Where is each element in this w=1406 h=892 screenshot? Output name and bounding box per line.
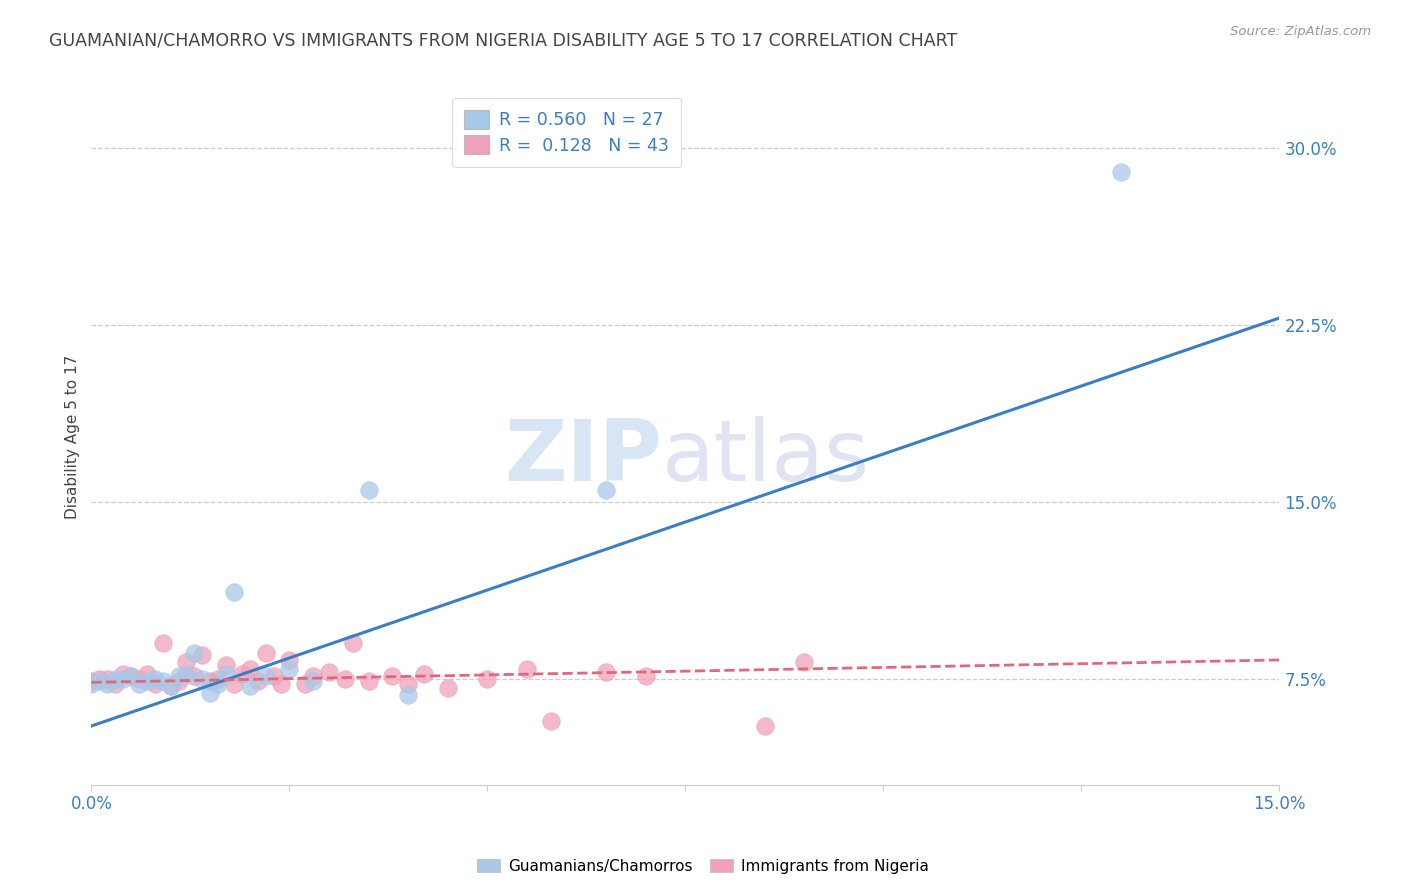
Point [396,689,419,703]
Point [357,483,380,497]
Point [207,672,229,686]
Point [112,672,135,686]
Text: GUAMANIAN/CHAMORRO VS IMMIGRANTS FROM NIGERIA DISABILITY AGE 5 TO 17 CORRELATION: GUAMANIAN/CHAMORRO VS IMMIGRANTS FROM NI… [49,31,957,49]
Legend: R = 0.560   N = 27, R =  0.128   N = 43: R = 0.560 N = 27, R = 0.128 N = 43 [453,98,681,167]
Point [595,483,617,497]
Y-axis label: Disability Age 5 to 17: Disability Age 5 to 17 [65,355,80,519]
Point [477,672,499,686]
Point [246,674,269,689]
Point [167,674,190,689]
Point [104,672,127,686]
Point [357,674,380,689]
Point [152,674,174,689]
Point [595,665,617,679]
Point [793,656,815,670]
Text: ZIP: ZIP [503,417,662,500]
Point [516,662,538,676]
Point [342,636,364,650]
Point [333,672,356,686]
Point [89,672,111,686]
Point [436,681,458,696]
Point [96,672,118,686]
Point [207,676,229,690]
Point [396,676,419,690]
Point [215,667,238,681]
Point [89,674,111,689]
Point [754,719,776,733]
Legend: Guamanians/Chamorros, Immigrants from Nigeria: Guamanians/Chamorros, Immigrants from Ni… [471,853,935,880]
Text: atlas: atlas [662,417,870,500]
Point [222,676,245,690]
Point [159,679,181,693]
Point [176,656,198,670]
Point [302,674,325,689]
Point [239,679,262,693]
Point [263,669,285,683]
Text: Source: ZipAtlas.com: Source: ZipAtlas.com [1230,25,1371,38]
Point [120,669,142,683]
Point [191,648,214,663]
Point [294,676,316,690]
Point [183,669,205,683]
Point [215,657,238,672]
Point [80,676,103,690]
Point [120,669,142,683]
Point [128,676,150,690]
Point [167,669,190,683]
Point [413,667,436,681]
Point [634,669,657,683]
Point [278,653,301,667]
Point [135,667,157,681]
Point [200,686,222,700]
Point [80,674,103,689]
Point [254,646,277,660]
Point [112,667,135,681]
Point [159,679,181,693]
Point [318,665,340,679]
Point [278,662,301,676]
Point [143,676,166,690]
Point [200,674,222,689]
Point [1109,165,1132,179]
Point [135,674,157,689]
Point [540,714,562,729]
Point [104,676,127,690]
Point [143,672,166,686]
Point [231,667,253,681]
Point [152,636,174,650]
Point [381,669,404,683]
Point [239,662,262,676]
Point [176,667,198,681]
Point [254,669,277,683]
Point [191,672,214,686]
Point [222,584,245,599]
Point [302,669,325,683]
Point [128,672,150,686]
Point [183,646,205,660]
Point [270,676,292,690]
Point [96,676,118,690]
